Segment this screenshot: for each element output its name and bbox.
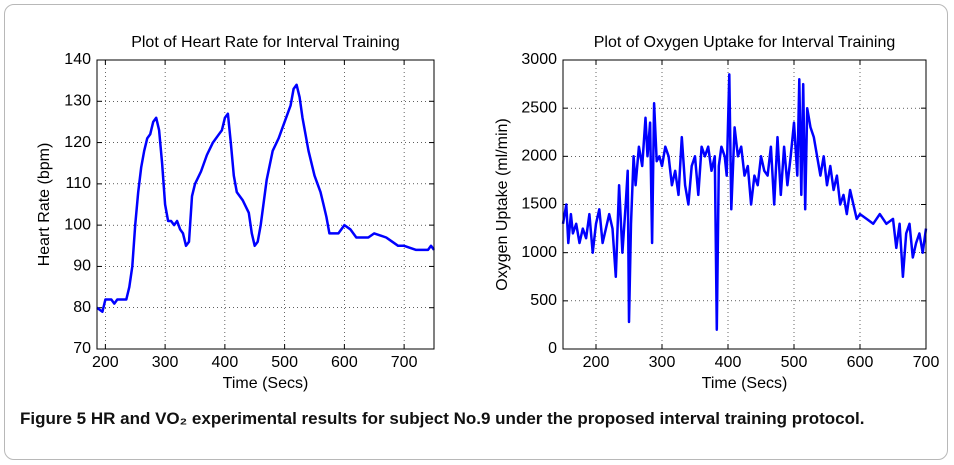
plot-box <box>96 59 435 350</box>
x-tick-label: 400 <box>212 354 239 371</box>
y-axis-label: Oxygen Uptake (ml/min) <box>494 118 511 291</box>
chart-title: Plot of Oxygen Uptake for Interval Train… <box>594 34 895 51</box>
plot-box <box>562 59 927 350</box>
x-tick-label: 700 <box>391 354 418 371</box>
y-tick-label: 500 <box>530 292 557 309</box>
x-tick-label: 600 <box>847 354 874 371</box>
charts: Plot of Heart Rate for Interval Training… <box>36 34 940 392</box>
x-tick-label: 200 <box>583 354 610 371</box>
chart-title: Plot of Heart Rate for Interval Training <box>131 34 400 51</box>
x-axis-label: Time (Secs) <box>702 375 788 392</box>
data-line <box>96 83 436 314</box>
y-tick-label: 90 <box>73 258 91 275</box>
x-tick-label: 200 <box>92 354 119 371</box>
y-tick-label: 2000 <box>521 148 557 165</box>
caption: Figure 5 HR and VO₂ experimental results… <box>20 409 865 428</box>
y-tick-label: 100 <box>64 216 91 233</box>
y-tick-label: 130 <box>64 93 91 110</box>
x-tick-label: 700 <box>913 354 940 371</box>
y-tick-label: 0 <box>548 340 557 357</box>
y-tick-label: 70 <box>73 340 91 357</box>
x-tick-label: 500 <box>271 354 298 371</box>
y-tick-label: 80 <box>73 299 91 316</box>
x-tick-label: 300 <box>649 354 676 371</box>
y-tick-label: 2500 <box>521 99 557 116</box>
y-tick-label: 120 <box>64 134 91 151</box>
y-axis-label: Heart Rate (bpm) <box>36 143 53 267</box>
y-tick-label: 1500 <box>521 196 557 213</box>
data-line <box>561 73 928 331</box>
x-tick-label: 400 <box>715 354 742 371</box>
y-tick-label: 1000 <box>521 244 557 261</box>
y-tick-label: 3000 <box>521 51 557 68</box>
x-axis-label: Time (Secs) <box>223 375 309 392</box>
y-tick-label: 140 <box>64 51 91 68</box>
y-tick-label: 110 <box>65 175 91 192</box>
x-tick-label: 500 <box>781 354 808 371</box>
x-tick-label: 300 <box>152 354 179 371</box>
figure-frame <box>4 4 948 460</box>
x-tick-label: 600 <box>331 354 358 371</box>
